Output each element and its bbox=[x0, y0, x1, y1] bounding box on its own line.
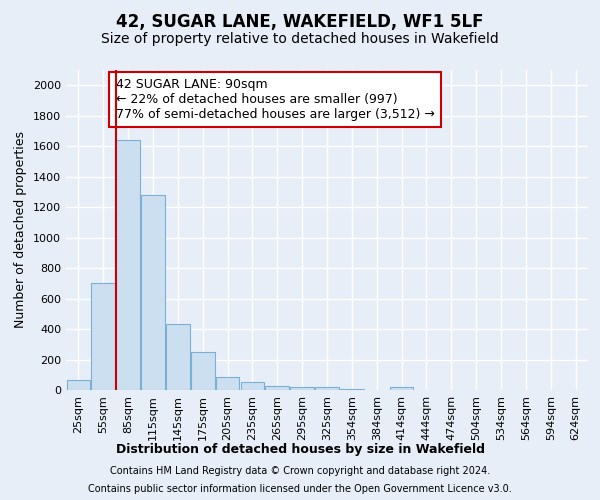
Bar bbox=[166, 324, 190, 390]
Text: Size of property relative to detached houses in Wakefield: Size of property relative to detached ho… bbox=[101, 32, 499, 46]
Bar bbox=[191, 352, 215, 390]
Text: 42, SUGAR LANE, WAKEFIELD, WF1 5LF: 42, SUGAR LANE, WAKEFIELD, WF1 5LF bbox=[116, 12, 484, 30]
Bar bbox=[290, 387, 314, 390]
Bar bbox=[216, 377, 239, 390]
Bar bbox=[265, 386, 289, 390]
Text: Contains public sector information licensed under the Open Government Licence v3: Contains public sector information licen… bbox=[88, 484, 512, 494]
Bar bbox=[340, 389, 364, 390]
Bar bbox=[141, 195, 165, 390]
Text: Distribution of detached houses by size in Wakefield: Distribution of detached houses by size … bbox=[115, 442, 485, 456]
Bar bbox=[116, 140, 140, 390]
Bar bbox=[91, 284, 115, 390]
Text: Contains HM Land Registry data © Crown copyright and database right 2024.: Contains HM Land Registry data © Crown c… bbox=[110, 466, 490, 476]
Y-axis label: Number of detached properties: Number of detached properties bbox=[14, 132, 28, 328]
Text: 42 SUGAR LANE: 90sqm
← 22% of detached houses are smaller (997)
77% of semi-deta: 42 SUGAR LANE: 90sqm ← 22% of detached h… bbox=[116, 78, 434, 121]
Bar bbox=[315, 387, 339, 390]
Bar bbox=[390, 387, 413, 390]
Bar bbox=[67, 380, 90, 390]
Bar bbox=[241, 382, 264, 390]
